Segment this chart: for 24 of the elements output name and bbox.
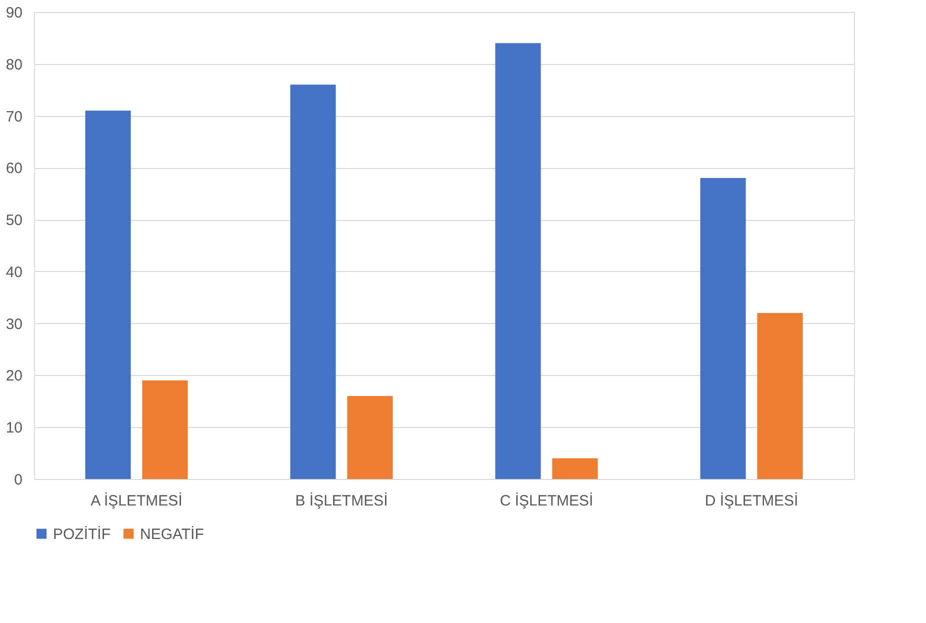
bar	[142, 380, 188, 479]
x-tick-label: A İŞLETMESİ	[90, 492, 182, 510]
x-tick-label: B İŞLETMESİ	[295, 492, 388, 510]
y-tick-label: 40	[6, 264, 22, 281]
y-tick-label: 60	[6, 160, 22, 178]
y-tick-label: 70	[6, 108, 22, 126]
y-tick-label: 80	[6, 56, 22, 74]
bar	[495, 43, 541, 479]
y-tick-label: 0	[14, 472, 22, 488]
x-tick-label: D İŞLETMESİ	[704, 492, 798, 510]
bar	[757, 312, 803, 479]
y-tick-label: 20	[6, 368, 22, 385]
bar	[347, 396, 393, 479]
bar	[700, 178, 746, 479]
bar	[85, 110, 131, 479]
y-tick-label: 10	[6, 420, 22, 437]
x-tick-label: C İŞLETMESİ	[500, 492, 594, 510]
legend-label: NEGATİF	[140, 524, 204, 543]
y-tick-label: 90	[6, 4, 22, 22]
y-tick-label: 50	[6, 212, 22, 230]
bar	[552, 458, 598, 479]
y-tick-label: 30	[6, 316, 22, 333]
bar	[290, 84, 336, 479]
legend-label: POZİTİF	[53, 524, 110, 543]
